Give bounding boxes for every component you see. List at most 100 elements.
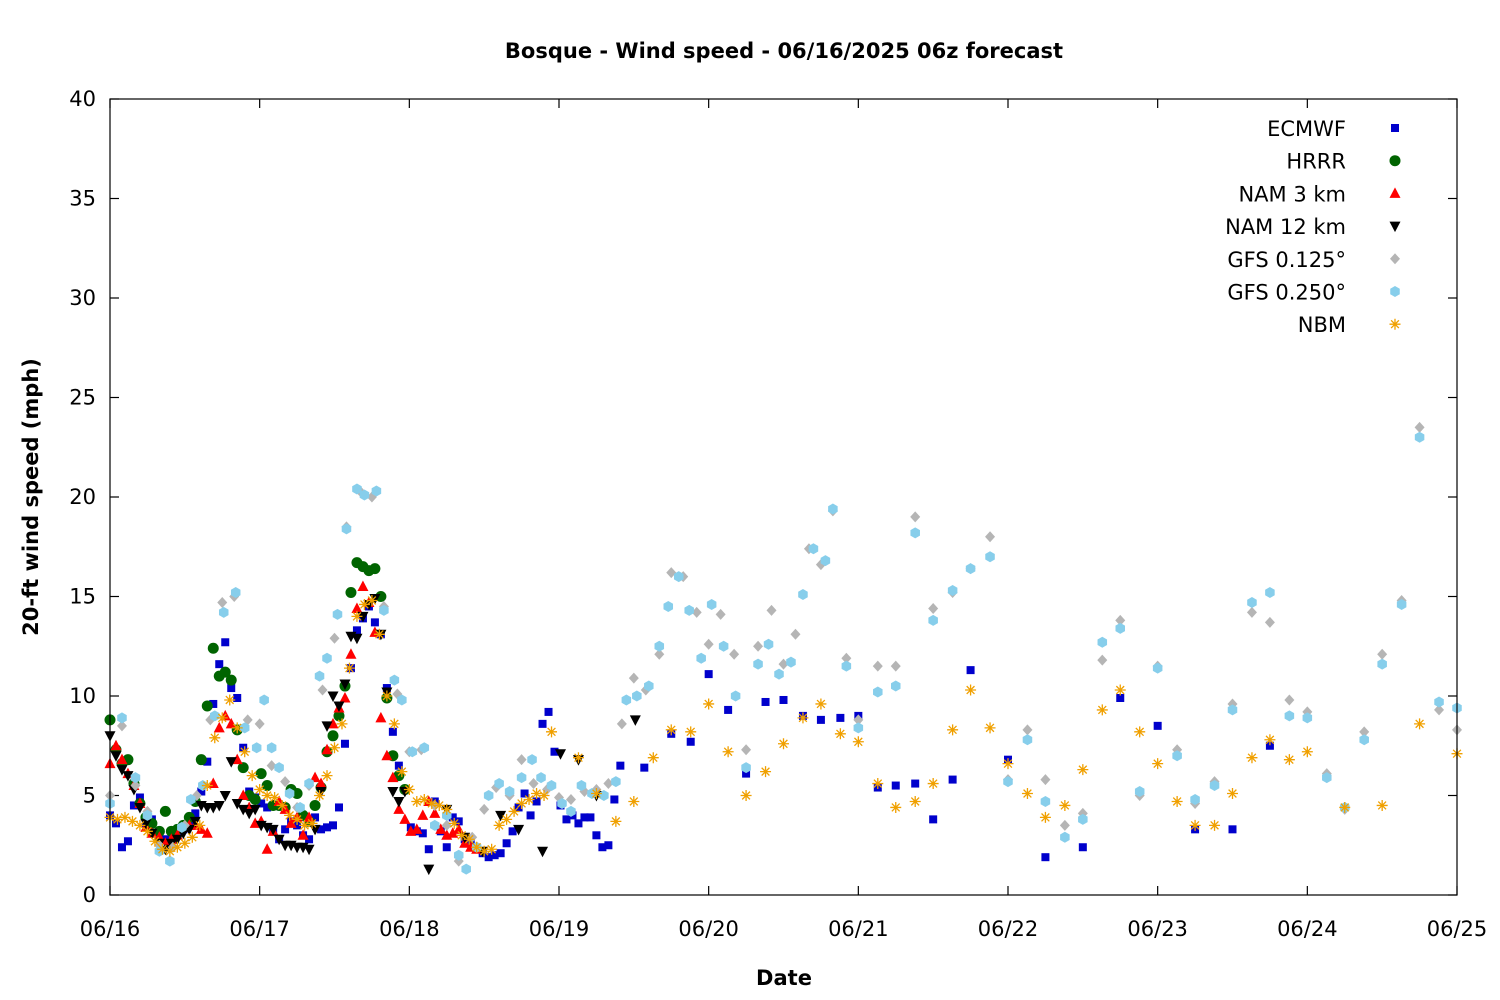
data-point: [340, 739, 349, 748]
data-point: [724, 705, 733, 714]
data-point: [928, 602, 939, 614]
data-point: [177, 821, 187, 833]
data-point: [117, 712, 127, 724]
data-point: [599, 790, 609, 801]
data-point: [628, 795, 640, 807]
data-point: [418, 829, 427, 838]
data-point: [149, 835, 161, 847]
data-point: [345, 587, 357, 599]
data-point: [351, 610, 363, 622]
data-point: [393, 796, 405, 808]
data-point: [663, 600, 674, 612]
data-point: [494, 778, 504, 790]
data-point: [586, 813, 595, 822]
data-point: [484, 853, 493, 862]
data-point: [490, 851, 499, 860]
data-point: [632, 690, 642, 702]
data-point: [269, 791, 281, 803]
data-point: [654, 648, 665, 660]
data-point: [890, 660, 901, 672]
data-point: [303, 844, 315, 856]
data-point: [816, 715, 825, 724]
data-point: [766, 604, 777, 616]
data-point: [230, 587, 241, 599]
data-point: [516, 772, 527, 784]
data-point: [441, 803, 453, 815]
data-point: [1301, 746, 1313, 758]
data-point: [339, 691, 351, 703]
data-point: [927, 778, 939, 790]
data-point: [592, 831, 601, 840]
data-point: [483, 790, 494, 801]
data-point: [309, 799, 321, 811]
data-point: [213, 800, 225, 812]
data-point: [853, 714, 864, 726]
data-point: [333, 701, 345, 712]
y-tick-label: 20: [69, 485, 96, 509]
data-point: [266, 742, 277, 754]
legend-marker: [1389, 318, 1401, 330]
data-point: [1134, 726, 1146, 738]
y-tick-label: 15: [69, 585, 96, 609]
data-point: [644, 680, 654, 692]
data-point: [1265, 587, 1275, 599]
x-tick-label: 06/21: [828, 917, 889, 941]
data-point: [1376, 799, 1388, 811]
data-point: [1115, 614, 1126, 626]
data-point: [1002, 758, 1014, 770]
data-point: [304, 778, 314, 790]
data-point: [429, 807, 441, 818]
data-point: [742, 769, 751, 778]
data-point: [760, 766, 772, 778]
data-point: [576, 780, 587, 792]
data-point: [1190, 793, 1200, 805]
data-point: [351, 602, 363, 613]
data-point: [1247, 596, 1257, 608]
y-tick-label: 30: [69, 286, 96, 310]
data-point: [280, 776, 291, 788]
data-point: [580, 813, 589, 822]
data-point: [798, 589, 808, 601]
data-point: [621, 694, 632, 706]
data-point: [703, 698, 715, 710]
data-point: [562, 815, 571, 824]
data-point: [209, 699, 218, 708]
data-point: [603, 778, 614, 790]
data-point: [305, 835, 314, 844]
data-point: [1359, 734, 1369, 746]
data-point: [891, 781, 900, 790]
data-point: [572, 752, 584, 764]
data-point: [696, 652, 706, 664]
data-point: [1434, 696, 1444, 708]
data-point: [329, 821, 338, 830]
data-point: [1359, 726, 1370, 738]
data-point: [215, 660, 224, 669]
data-point: [948, 775, 957, 784]
data-point: [142, 809, 153, 821]
data-point: [478, 845, 490, 857]
data-point: [263, 803, 272, 812]
data-point: [1078, 813, 1088, 825]
data-point: [396, 766, 408, 778]
data-point: [753, 640, 764, 652]
data-point: [381, 690, 393, 702]
data-point: [261, 843, 273, 854]
data-point: [447, 827, 459, 838]
data-point: [321, 743, 333, 755]
data-point: [336, 718, 348, 730]
data-point: [1040, 795, 1051, 807]
data-point: [537, 846, 549, 858]
data-point: [1039, 811, 1051, 823]
data-point: [703, 638, 714, 650]
data-point: [130, 780, 141, 792]
data-point: [463, 833, 475, 845]
data-point: [790, 628, 801, 640]
y-tick-label: 25: [69, 386, 96, 410]
data-point: [227, 684, 236, 693]
y-tick-label: 0: [83, 883, 96, 907]
data-point: [504, 786, 515, 798]
data-point: [186, 793, 196, 805]
data-point: [496, 849, 505, 858]
data-point: [516, 797, 528, 809]
data-point: [399, 813, 411, 824]
